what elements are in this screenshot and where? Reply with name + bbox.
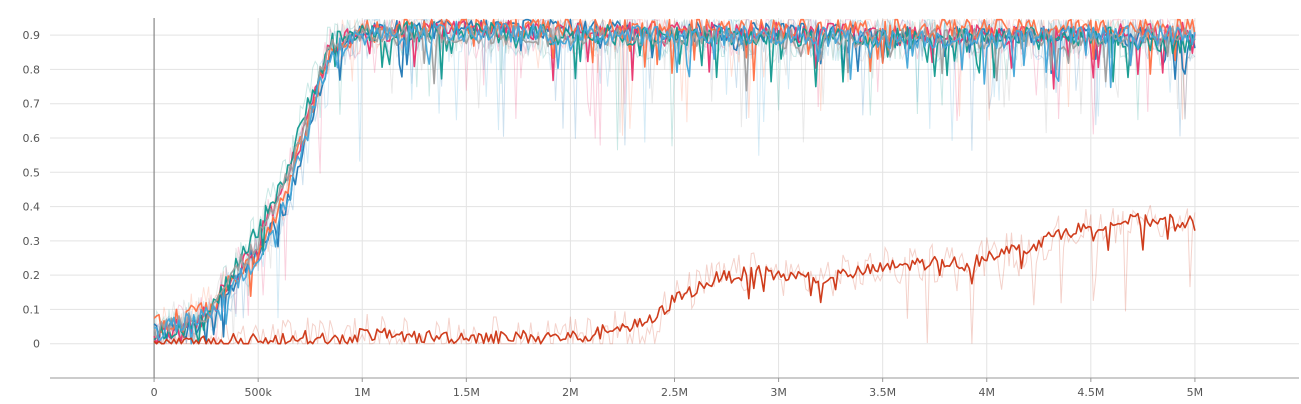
series-6-line — [153, 212, 1196, 345]
y-tick-label: 0 — [33, 338, 40, 351]
y-tick-label: 0.5 — [23, 166, 41, 179]
y-tick-label: 0.2 — [23, 269, 41, 282]
x-tick-label: 2M — [562, 386, 579, 399]
x-tick-label: 2.5M — [661, 386, 688, 399]
y-tick-label: 0.7 — [23, 98, 41, 111]
x-tick-label: 3.5M — [869, 386, 896, 399]
x-tick-label: 1.5M — [453, 386, 480, 399]
y-tick-label: 0.8 — [23, 63, 41, 76]
x-tick-label: 0 — [151, 386, 158, 399]
y-tick-label: 0.4 — [23, 201, 41, 214]
y-tick-label: 0.1 — [23, 303, 41, 316]
x-tick-label: 1M — [354, 386, 371, 399]
series-layer — [153, 17, 1196, 346]
series-5-line — [153, 21, 1196, 345]
x-tick-label: 500k — [244, 386, 272, 399]
series-4-raw-line — [154, 17, 1196, 345]
y-tick-label: 0.6 — [23, 132, 41, 145]
series-3-raw-line — [153, 17, 1196, 346]
y-tick-label: 0.9 — [23, 29, 41, 42]
x-tick-label: 4.5M — [1077, 386, 1104, 399]
x-tick-label: 5M — [1187, 386, 1204, 399]
x-tick-label: 3M — [770, 386, 787, 399]
y-tick-label: 0.3 — [23, 235, 41, 248]
tick-label-layer: 0 0.1 0.2 0.3 0.4 0.5 0.6 0.7 0.8 0.9 0 500k 1M 1.5M 2… — [23, 29, 1204, 399]
series-2-raw-line — [153, 17, 1196, 344]
x-tick-label: 4M — [979, 386, 996, 399]
